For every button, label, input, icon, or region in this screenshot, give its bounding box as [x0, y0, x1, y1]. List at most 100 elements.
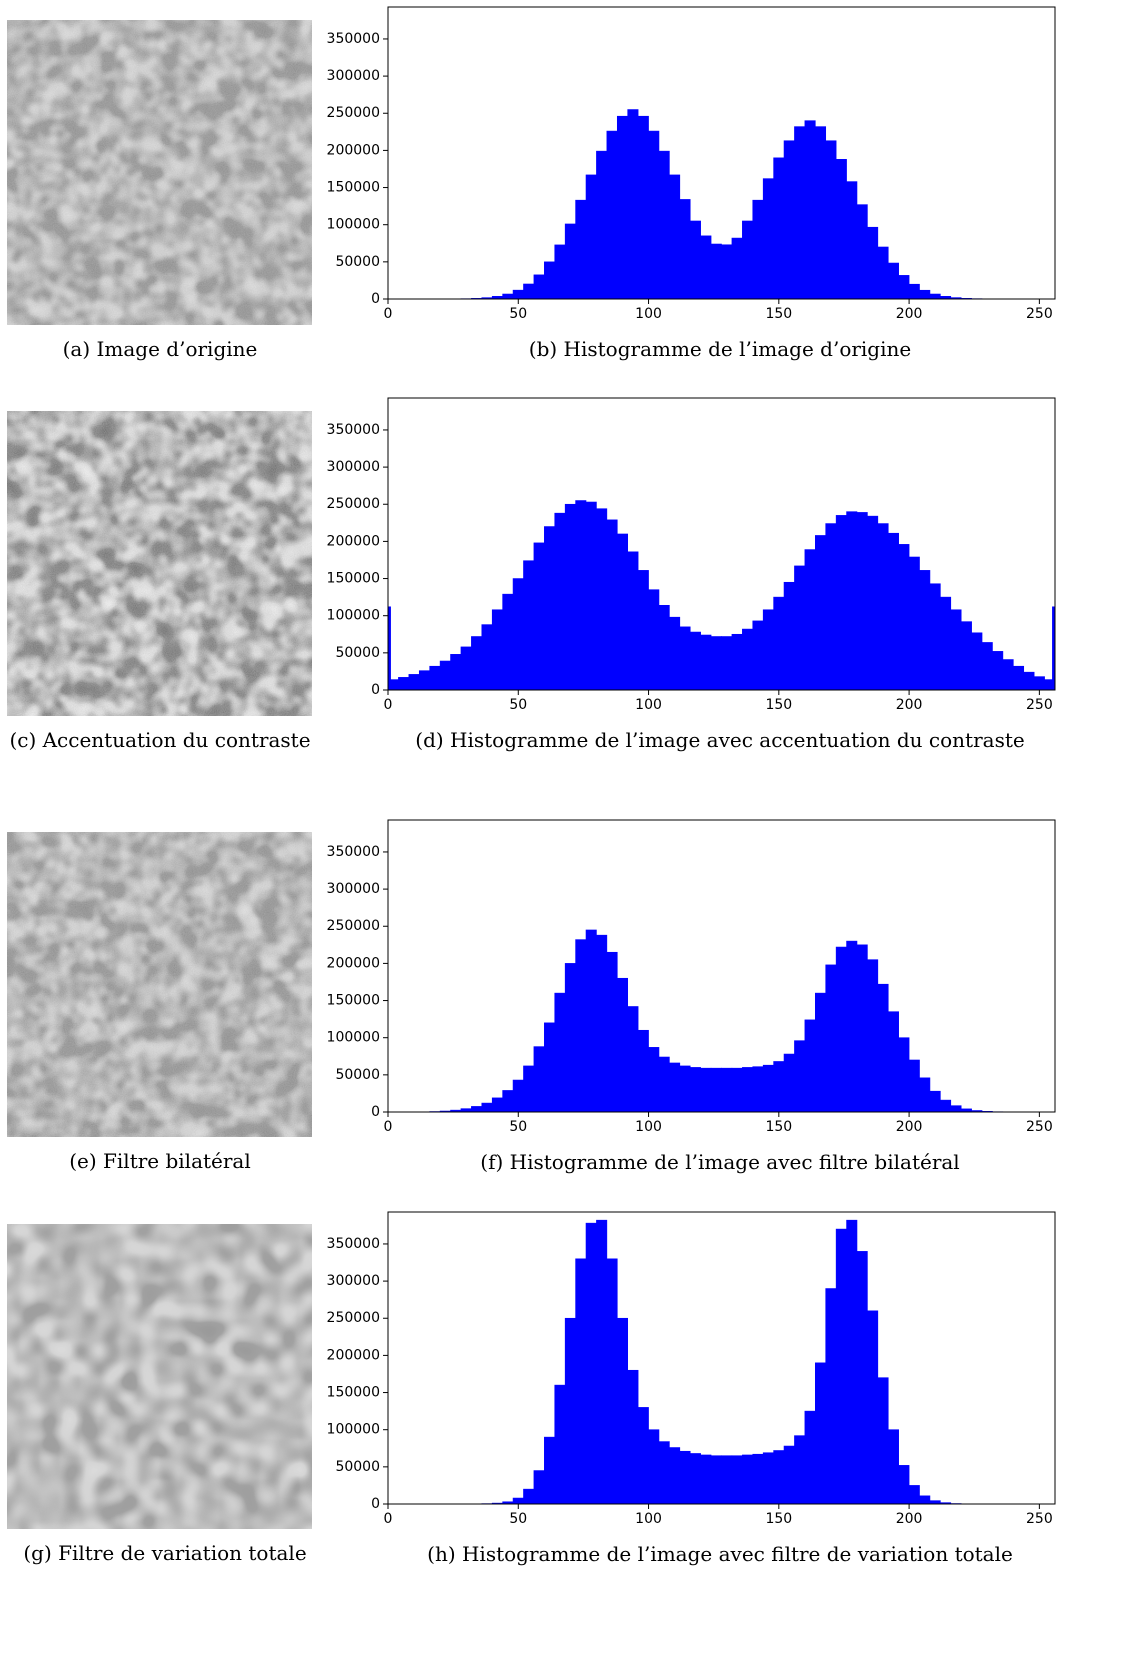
- y-tick-label: 100000: [327, 1030, 380, 1046]
- bar: [752, 620, 764, 691]
- bar: [554, 512, 566, 691]
- bar: [439, 660, 451, 691]
- bar: [992, 651, 1004, 691]
- bar: [919, 570, 931, 691]
- bar: [460, 1108, 472, 1113]
- bar: [877, 1377, 889, 1505]
- bar: [752, 1453, 764, 1505]
- bar: [867, 515, 879, 691]
- bar: [700, 235, 712, 300]
- bar: [689, 1067, 701, 1113]
- bar: [814, 1362, 827, 1505]
- bar: [721, 244, 733, 300]
- bar: [908, 1485, 920, 1505]
- axes-frame: [387, 6, 1056, 300]
- x-tick-label: 250: [1026, 697, 1053, 713]
- y-tick-label: 250000: [327, 496, 380, 512]
- bar: [742, 1454, 754, 1505]
- bar: [533, 274, 545, 300]
- bar: [523, 560, 535, 691]
- bar: [783, 1053, 795, 1113]
- bar: [742, 220, 754, 300]
- bar: [929, 293, 941, 300]
- y-tick-label: 350000: [327, 1236, 380, 1252]
- bar: [596, 150, 608, 300]
- bar: [481, 1102, 493, 1113]
- x-tick-label: 200: [896, 697, 923, 713]
- bar: [679, 626, 691, 691]
- x-tick-label: 100: [635, 1511, 662, 1527]
- bar: [950, 609, 962, 691]
- bar: [689, 1453, 701, 1505]
- bar: [523, 1488, 535, 1505]
- bar: [762, 1452, 774, 1505]
- bar: [1013, 665, 1025, 691]
- bar: [846, 940, 858, 1113]
- x-tick-label: 0: [384, 1119, 393, 1135]
- bar: [658, 1441, 670, 1505]
- bar: [814, 535, 827, 691]
- bar: [773, 1061, 785, 1113]
- bar: [856, 512, 868, 691]
- x-tick-label: 200: [896, 306, 923, 322]
- y-tick-label: 250000: [327, 1310, 380, 1326]
- bar: [814, 992, 827, 1113]
- bar: [502, 593, 514, 691]
- bar: [637, 1407, 649, 1505]
- y-tick-label: 150000: [327, 180, 380, 196]
- bar: [616, 115, 629, 300]
- bar: [418, 670, 430, 691]
- bar: [627, 1006, 639, 1113]
- axes-frame: [387, 819, 1056, 1113]
- y-tick-label: 100000: [327, 608, 380, 624]
- x-tick-label: 200: [896, 1511, 923, 1527]
- axes-frame: [387, 1211, 1056, 1505]
- bar: [908, 556, 920, 691]
- bar: [835, 515, 847, 691]
- bar: [908, 283, 920, 300]
- y-tick-label: 300000: [327, 881, 380, 897]
- x-tick-label: 50: [509, 1119, 527, 1135]
- y-tick-label: 250000: [327, 918, 380, 934]
- bar: [648, 130, 660, 300]
- bar: [491, 1097, 503, 1113]
- y-tick-label: 200000: [327, 955, 380, 971]
- bar: [773, 1450, 785, 1505]
- bar: [512, 1079, 524, 1113]
- bar: [971, 632, 983, 691]
- bar: [1044, 679, 1053, 691]
- image: [7, 832, 312, 1137]
- bar: [450, 654, 462, 691]
- bar: [512, 1497, 524, 1505]
- bar: [731, 237, 743, 300]
- chart-caption: (b) Histogramme de l’image d’origine: [528, 337, 912, 361]
- bar: [919, 289, 931, 300]
- bar: [783, 1445, 795, 1505]
- y-tick-label: 350000: [327, 31, 380, 47]
- bar: [898, 544, 910, 691]
- bar: [919, 1495, 931, 1505]
- bar: [669, 1062, 681, 1113]
- bar: [627, 1369, 639, 1505]
- image-caption: (c) Accentuation du contraste: [9, 728, 311, 752]
- y-tick-label: 0: [371, 1104, 380, 1120]
- x-tick-label: 250: [1026, 1511, 1053, 1527]
- bar: [773, 596, 785, 691]
- y-tick-label: 300000: [327, 459, 380, 475]
- bar: [544, 1022, 556, 1113]
- bar: [825, 1288, 837, 1505]
- x-tick-label: 50: [509, 697, 527, 713]
- bar: [929, 1090, 941, 1113]
- bar: [700, 1067, 712, 1113]
- bar: [710, 243, 722, 300]
- bar: [429, 665, 441, 691]
- bar: [710, 636, 722, 691]
- x-tick-label: 150: [765, 1119, 792, 1135]
- y-tick-label: 150000: [327, 571, 380, 587]
- image: [7, 20, 312, 325]
- bar: [721, 1067, 733, 1113]
- bar: [689, 631, 701, 691]
- bar: [898, 1465, 910, 1505]
- x-tick-label: 0: [384, 306, 393, 322]
- y-tick-label: 100000: [327, 1422, 380, 1438]
